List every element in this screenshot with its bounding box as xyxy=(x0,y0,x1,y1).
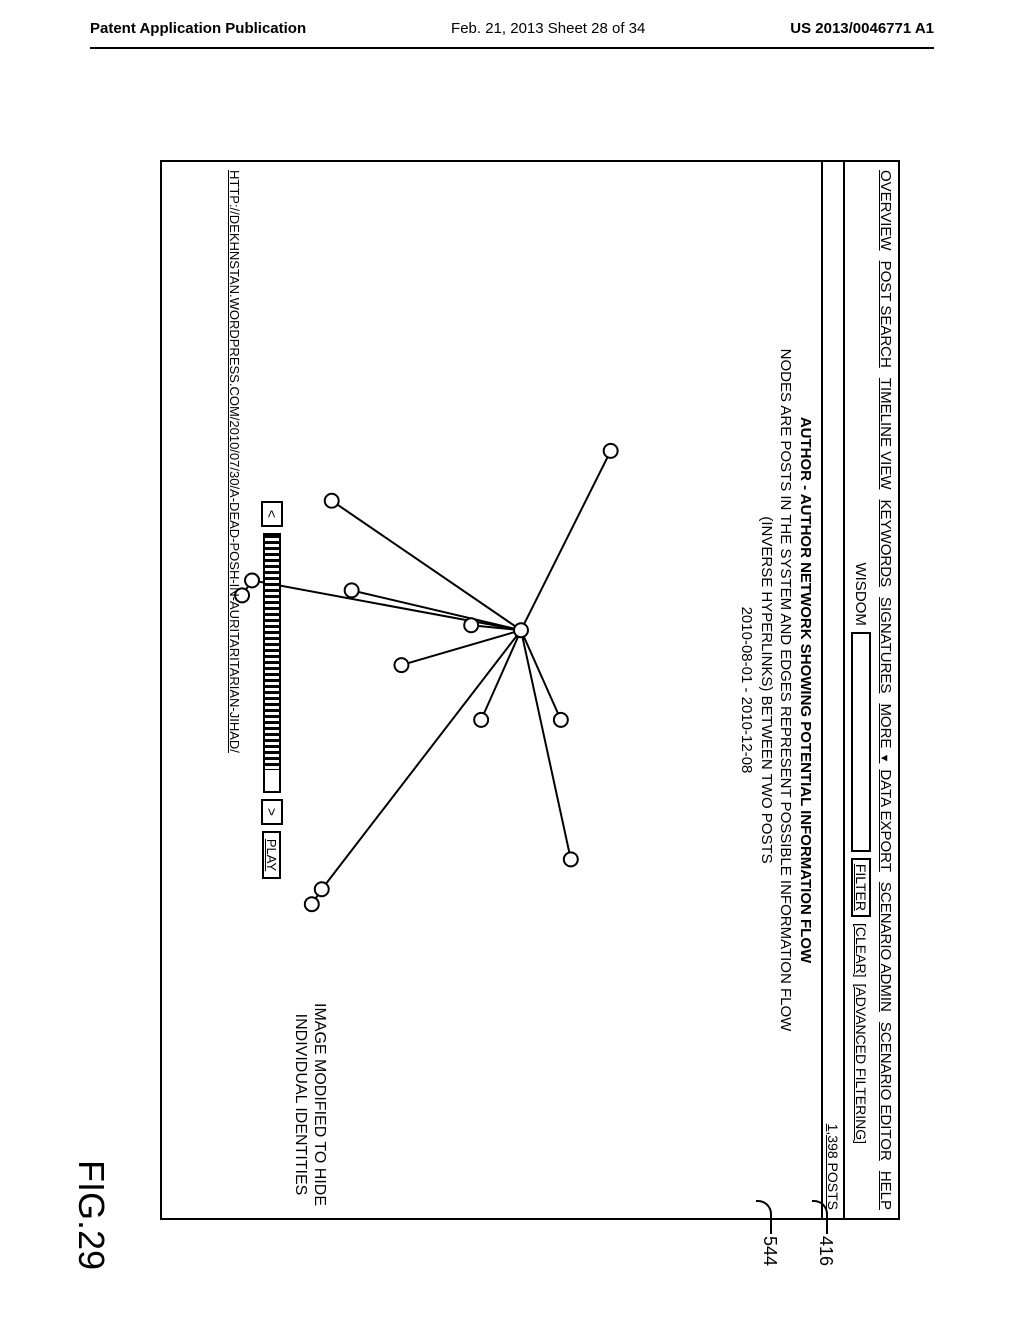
note-line-1: IMAGE MODIFIED TO HIDE xyxy=(310,1003,329,1206)
header-left: Patent Application Publication xyxy=(90,20,306,37)
player-progress-fill xyxy=(265,535,279,771)
advanced-filtering-link[interactable]: [ADVANCED FILTERING] xyxy=(853,983,869,1144)
graph-edge xyxy=(521,630,561,720)
player-progress[interactable] xyxy=(263,533,281,793)
graph-edge xyxy=(401,630,521,665)
player-forward-button[interactable]: > xyxy=(261,799,283,825)
graph-node[interactable] xyxy=(604,444,618,458)
nav-data-export[interactable]: DATA EXPORT xyxy=(877,769,894,872)
nav-more[interactable]: MORE ▼ xyxy=(877,703,894,763)
wisdom-input[interactable] xyxy=(851,632,871,852)
header-right: US 2013/0046771 A1 xyxy=(790,20,934,37)
graph-node[interactable] xyxy=(394,658,408,672)
status-url[interactable]: HTTP://DEKHNSTAN.WORDPRESS.COM/2010/07/3… xyxy=(227,170,242,753)
header-center: Feb. 21, 2013 Sheet 28 of 34 xyxy=(451,20,645,37)
nav-signatures[interactable]: SIGNATURES xyxy=(877,597,894,693)
player-controls: < > PLAY xyxy=(261,162,283,1218)
chevron-down-icon: ▼ xyxy=(878,753,890,764)
nav-post-search[interactable]: POST SEARCH xyxy=(877,261,894,368)
graph-node[interactable] xyxy=(345,583,359,597)
posts-bar: 1,398 POSTS xyxy=(821,162,843,1218)
graph-node[interactable] xyxy=(325,494,339,508)
player-play-button[interactable]: PLAY xyxy=(263,831,282,879)
graph-edge xyxy=(252,580,521,630)
graph-node[interactable] xyxy=(474,713,488,727)
callout-544: 544 xyxy=(759,1236,780,1266)
filter-bar: WISDOM FILTER [CLEAR] [ADVANCED FILTERIN… xyxy=(843,162,873,1218)
app-window: OVERVIEW POST SEARCH TIMELINE VIEW KEYWO… xyxy=(160,160,900,1220)
graph-edge xyxy=(521,630,571,859)
graph-node[interactable] xyxy=(514,623,528,637)
posts-count-link[interactable]: 1,398 POSTS xyxy=(825,1124,841,1210)
graph-node[interactable] xyxy=(554,713,568,727)
nav-timeline-view[interactable]: TIMELINE VIEW xyxy=(877,378,894,490)
graph-edge xyxy=(322,630,521,889)
graph-edge xyxy=(352,590,521,630)
graph-edge xyxy=(332,501,521,631)
figure-label: FIG.29 xyxy=(70,1160,112,1270)
nav-scenario-admin[interactable]: SCENARIO ADMIN xyxy=(877,882,894,1012)
nav-more-label: MORE xyxy=(877,703,894,748)
graph-node[interactable] xyxy=(464,618,478,632)
callout-416: 416 xyxy=(815,1236,836,1266)
filter-button[interactable]: FILTER xyxy=(851,858,871,917)
clear-link[interactable]: [CLEAR] xyxy=(853,923,869,977)
nav-keywords[interactable]: KEYWORDS xyxy=(877,500,894,588)
graph-node[interactable] xyxy=(245,573,259,587)
nav-scenario-editor[interactable]: SCENARIO EDITOR xyxy=(877,1022,894,1161)
page-header: Patent Application Publication Feb. 21, … xyxy=(0,0,1024,47)
header-rule xyxy=(90,47,934,49)
figure-stage: OVERVIEW POST SEARCH TIMELINE VIEW KEYWO… xyxy=(120,160,900,1260)
graph-node[interactable] xyxy=(564,852,578,866)
nav-bar: OVERVIEW POST SEARCH TIMELINE VIEW KEYWO… xyxy=(873,162,898,1218)
note-line-2: INDIVIDUAL IDENTITIES xyxy=(291,1003,310,1206)
nav-left: OVERVIEW POST SEARCH TIMELINE VIEW KEYWO… xyxy=(877,170,894,764)
nav-right: DATA EXPORT SCENARIO ADMIN SCENARIO EDIT… xyxy=(877,769,894,1210)
player-back-button[interactable]: < xyxy=(261,501,283,527)
graph-edge xyxy=(521,451,611,630)
nav-overview[interactable]: OVERVIEW xyxy=(877,170,894,251)
privacy-note: IMAGE MODIFIED TO HIDE INDIVIDUAL IDENTI… xyxy=(291,1003,329,1206)
nav-help[interactable]: HELP xyxy=(877,1171,894,1210)
graph-node[interactable] xyxy=(315,882,329,896)
graph-area: AUTHOR - AUTHOR NETWORK SHOWING POTENTIA… xyxy=(221,162,821,1218)
graph-node[interactable] xyxy=(305,897,319,911)
wisdom-label: WISDOM xyxy=(853,562,870,625)
